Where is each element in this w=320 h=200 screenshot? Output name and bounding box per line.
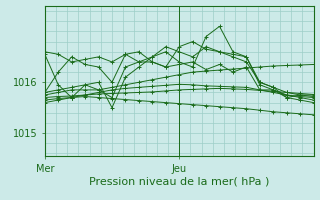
X-axis label: Pression niveau de la mer( hPa ): Pression niveau de la mer( hPa ): [89, 176, 269, 186]
